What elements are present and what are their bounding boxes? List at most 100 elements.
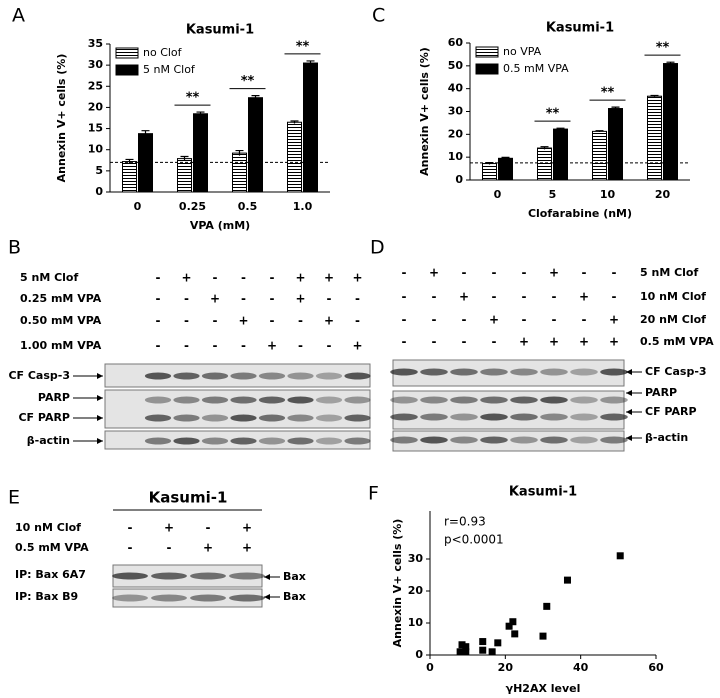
- treatment-sign: -: [582, 313, 587, 327]
- blot-band: [201, 396, 229, 404]
- arrow-head: [626, 369, 632, 375]
- x-axis-label: VPA (mM): [190, 219, 250, 232]
- arrow-head: [97, 415, 103, 421]
- blot-band: [315, 437, 343, 445]
- error-bar: [235, 149, 244, 156]
- legend-label: 0.5 mM VPA: [503, 62, 569, 75]
- blot-band: [420, 396, 448, 404]
- blot-band: [144, 437, 172, 445]
- band-label: CF Casp-3: [645, 365, 707, 378]
- blot-band: [201, 437, 229, 445]
- arrow-head: [264, 594, 270, 600]
- blot-band: [480, 413, 508, 421]
- treatment-sign: -: [492, 266, 497, 280]
- blot-band: [144, 396, 172, 404]
- blot-band: [344, 414, 371, 422]
- treatment-sign: -: [612, 266, 617, 280]
- band-label: CF PARP: [18, 411, 70, 424]
- treatment-label: 10 nM Clof: [15, 521, 81, 534]
- treatment-label: 0.5 mM VPA: [640, 335, 714, 348]
- x-axis-label: γH2AX level: [506, 682, 581, 695]
- y-tick-label: 60: [448, 36, 464, 49]
- blot-band: [480, 368, 508, 376]
- arrow-head: [97, 438, 103, 444]
- blot-band: [600, 368, 628, 376]
- treatment-label: 0.25 mM VPA: [20, 292, 102, 305]
- blot-band: [230, 396, 257, 404]
- blot-band: [201, 372, 229, 380]
- band-label: β-actin: [645, 431, 688, 444]
- blot-band: [258, 437, 286, 445]
- treatment-sign: -: [355, 292, 360, 306]
- treatment-sign: +: [352, 339, 362, 353]
- treatment-sign: +: [181, 271, 191, 285]
- bar: [647, 95, 662, 181]
- bar: [592, 130, 607, 181]
- blot-band: [190, 594, 226, 602]
- panel-letter: A: [12, 5, 25, 27]
- treatment-sign: -: [582, 266, 587, 280]
- bar: [553, 128, 568, 181]
- significance-label: **: [546, 107, 560, 122]
- treatment-label: 5 nM Clof: [640, 266, 698, 279]
- legend-label: 5 nM Clof: [143, 63, 196, 76]
- treatment-sign: +: [203, 541, 213, 555]
- blot-band: [315, 396, 343, 404]
- panel-letter: D: [370, 237, 385, 259]
- treatment-sign: -: [552, 313, 557, 327]
- blot-strip: [392, 390, 625, 430]
- treatment-sign: -: [298, 314, 303, 328]
- bar: [498, 157, 513, 181]
- point: [479, 638, 487, 646]
- blot-band: [420, 368, 448, 376]
- treatment-sign: -: [156, 339, 161, 353]
- treatment-sign: +: [295, 271, 305, 285]
- treatment-sign: -: [213, 339, 218, 353]
- treatment-sign: +: [324, 271, 334, 285]
- y-tick-label: 40: [448, 82, 464, 95]
- treatment-sign: -: [492, 335, 497, 349]
- blot-band: [173, 396, 200, 404]
- blot-band: [315, 414, 343, 422]
- significance-label: **: [186, 91, 200, 106]
- point: [511, 630, 519, 638]
- blot-band: [230, 372, 257, 380]
- blot-band: [201, 414, 229, 422]
- y-tick-label: 0: [415, 648, 423, 661]
- treatment-sign: -: [184, 292, 189, 306]
- bar: [303, 62, 318, 193]
- treatment-sign: -: [432, 290, 437, 304]
- blot-band: [287, 414, 314, 422]
- error-bar: [611, 106, 620, 110]
- blot-band: [420, 436, 448, 444]
- treatment-sign: -: [432, 335, 437, 349]
- blot-band: [390, 368, 418, 376]
- y-tick-label: 35: [88, 37, 103, 50]
- y-tick-label: 20: [448, 127, 464, 140]
- blot-band: [510, 436, 538, 444]
- point: [563, 576, 571, 584]
- point: [488, 648, 496, 656]
- blot-band: [258, 372, 286, 380]
- panel-letter: C: [372, 5, 385, 27]
- treatment-sign: -: [241, 292, 246, 306]
- blot-strip: [104, 389, 371, 429]
- error-bar: [290, 120, 299, 124]
- bar: [177, 158, 192, 193]
- error-bar: [196, 111, 205, 116]
- error-bar: [556, 127, 565, 130]
- bar: [287, 121, 302, 193]
- treatment-label: 1.00 mM VPA: [20, 339, 102, 352]
- blot-band: [287, 396, 314, 404]
- treatment-sign: -: [184, 314, 189, 328]
- treatment-sign: -: [270, 292, 275, 306]
- error-bar: [306, 60, 315, 66]
- error-bar: [650, 94, 659, 97]
- blot-band: [390, 436, 418, 444]
- point: [479, 646, 487, 654]
- blot-band: [510, 413, 538, 421]
- treatment-sign: +: [429, 266, 439, 280]
- y-tick-label: 25: [88, 79, 103, 92]
- legend-swatch: [475, 46, 499, 58]
